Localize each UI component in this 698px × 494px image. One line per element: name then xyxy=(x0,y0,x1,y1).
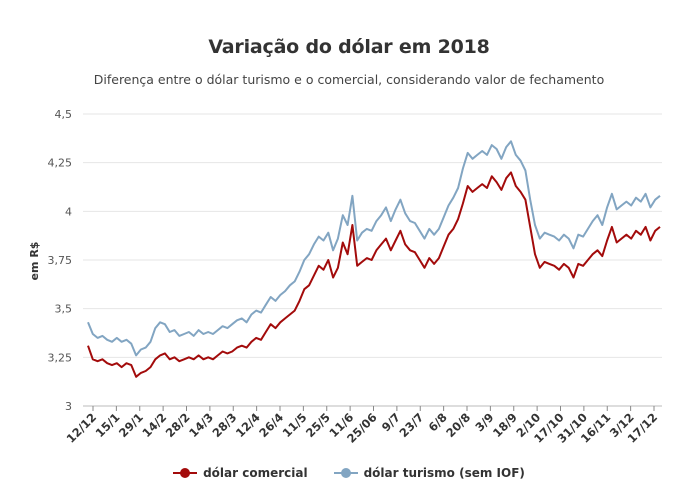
y-tick-label: 4 xyxy=(65,205,72,218)
x-tick-label: 29/1 xyxy=(116,410,146,440)
x-tick-label: 18/9 xyxy=(490,410,520,440)
x-tick-label: 28/3 xyxy=(210,410,240,440)
y-axis-ticks: 3 3,25 3,5 3,75 4 4,25 4,5 xyxy=(48,108,73,413)
legend-label-comercial: dólar comercial xyxy=(203,466,308,480)
y-tick-label: 3 xyxy=(65,400,72,413)
x-tick-label: 15/1 xyxy=(93,410,123,440)
y-tick-label: 4,25 xyxy=(48,157,73,170)
x-tick-label: 12/4 xyxy=(233,410,263,440)
series-line-turismo xyxy=(87,140,661,357)
y-tick-label: 3,75 xyxy=(48,254,73,267)
legend-marker-comercial xyxy=(173,467,198,479)
y-tick-label: 3,5 xyxy=(55,303,73,316)
x-tick-label: 14/3 xyxy=(186,410,216,440)
legend: dólar comercial dólar turismo (sem IOF) xyxy=(0,466,698,480)
chart-subtitle: Diferença entre o dólar turismo e o come… xyxy=(93,72,605,87)
x-tick-label: 20/8 xyxy=(443,410,473,440)
grid-lines xyxy=(83,113,662,407)
x-tick-label: 25/5 xyxy=(303,410,333,440)
series-line-comercial xyxy=(87,171,661,378)
legend-label-turismo: dólar turismo (sem IOF) xyxy=(363,466,525,480)
series-lines xyxy=(87,140,661,378)
y-tick-label: 4,5 xyxy=(55,108,73,121)
x-tick-label: 11/5 xyxy=(280,410,310,440)
chart-title: Variação do dólar em 2018 xyxy=(208,36,490,58)
x-tick-label: 28/2 xyxy=(163,410,193,440)
y-axis-label: em R$ xyxy=(28,242,41,281)
legend-item-comercial[interactable]: dólar comercial xyxy=(173,466,308,480)
y-tick-label: 3,25 xyxy=(48,351,73,364)
legend-item-turismo[interactable]: dólar turismo (sem IOF) xyxy=(333,466,525,480)
x-axis-ticks: 12/1215/129/114/228/214/328/312/426/411/… xyxy=(64,406,660,446)
x-tick-label: 14/2 xyxy=(139,410,169,440)
x-tick-label: 23/7 xyxy=(397,410,427,440)
x-tick-label: 26/4 xyxy=(256,410,286,440)
legend-marker-turismo xyxy=(333,467,358,479)
